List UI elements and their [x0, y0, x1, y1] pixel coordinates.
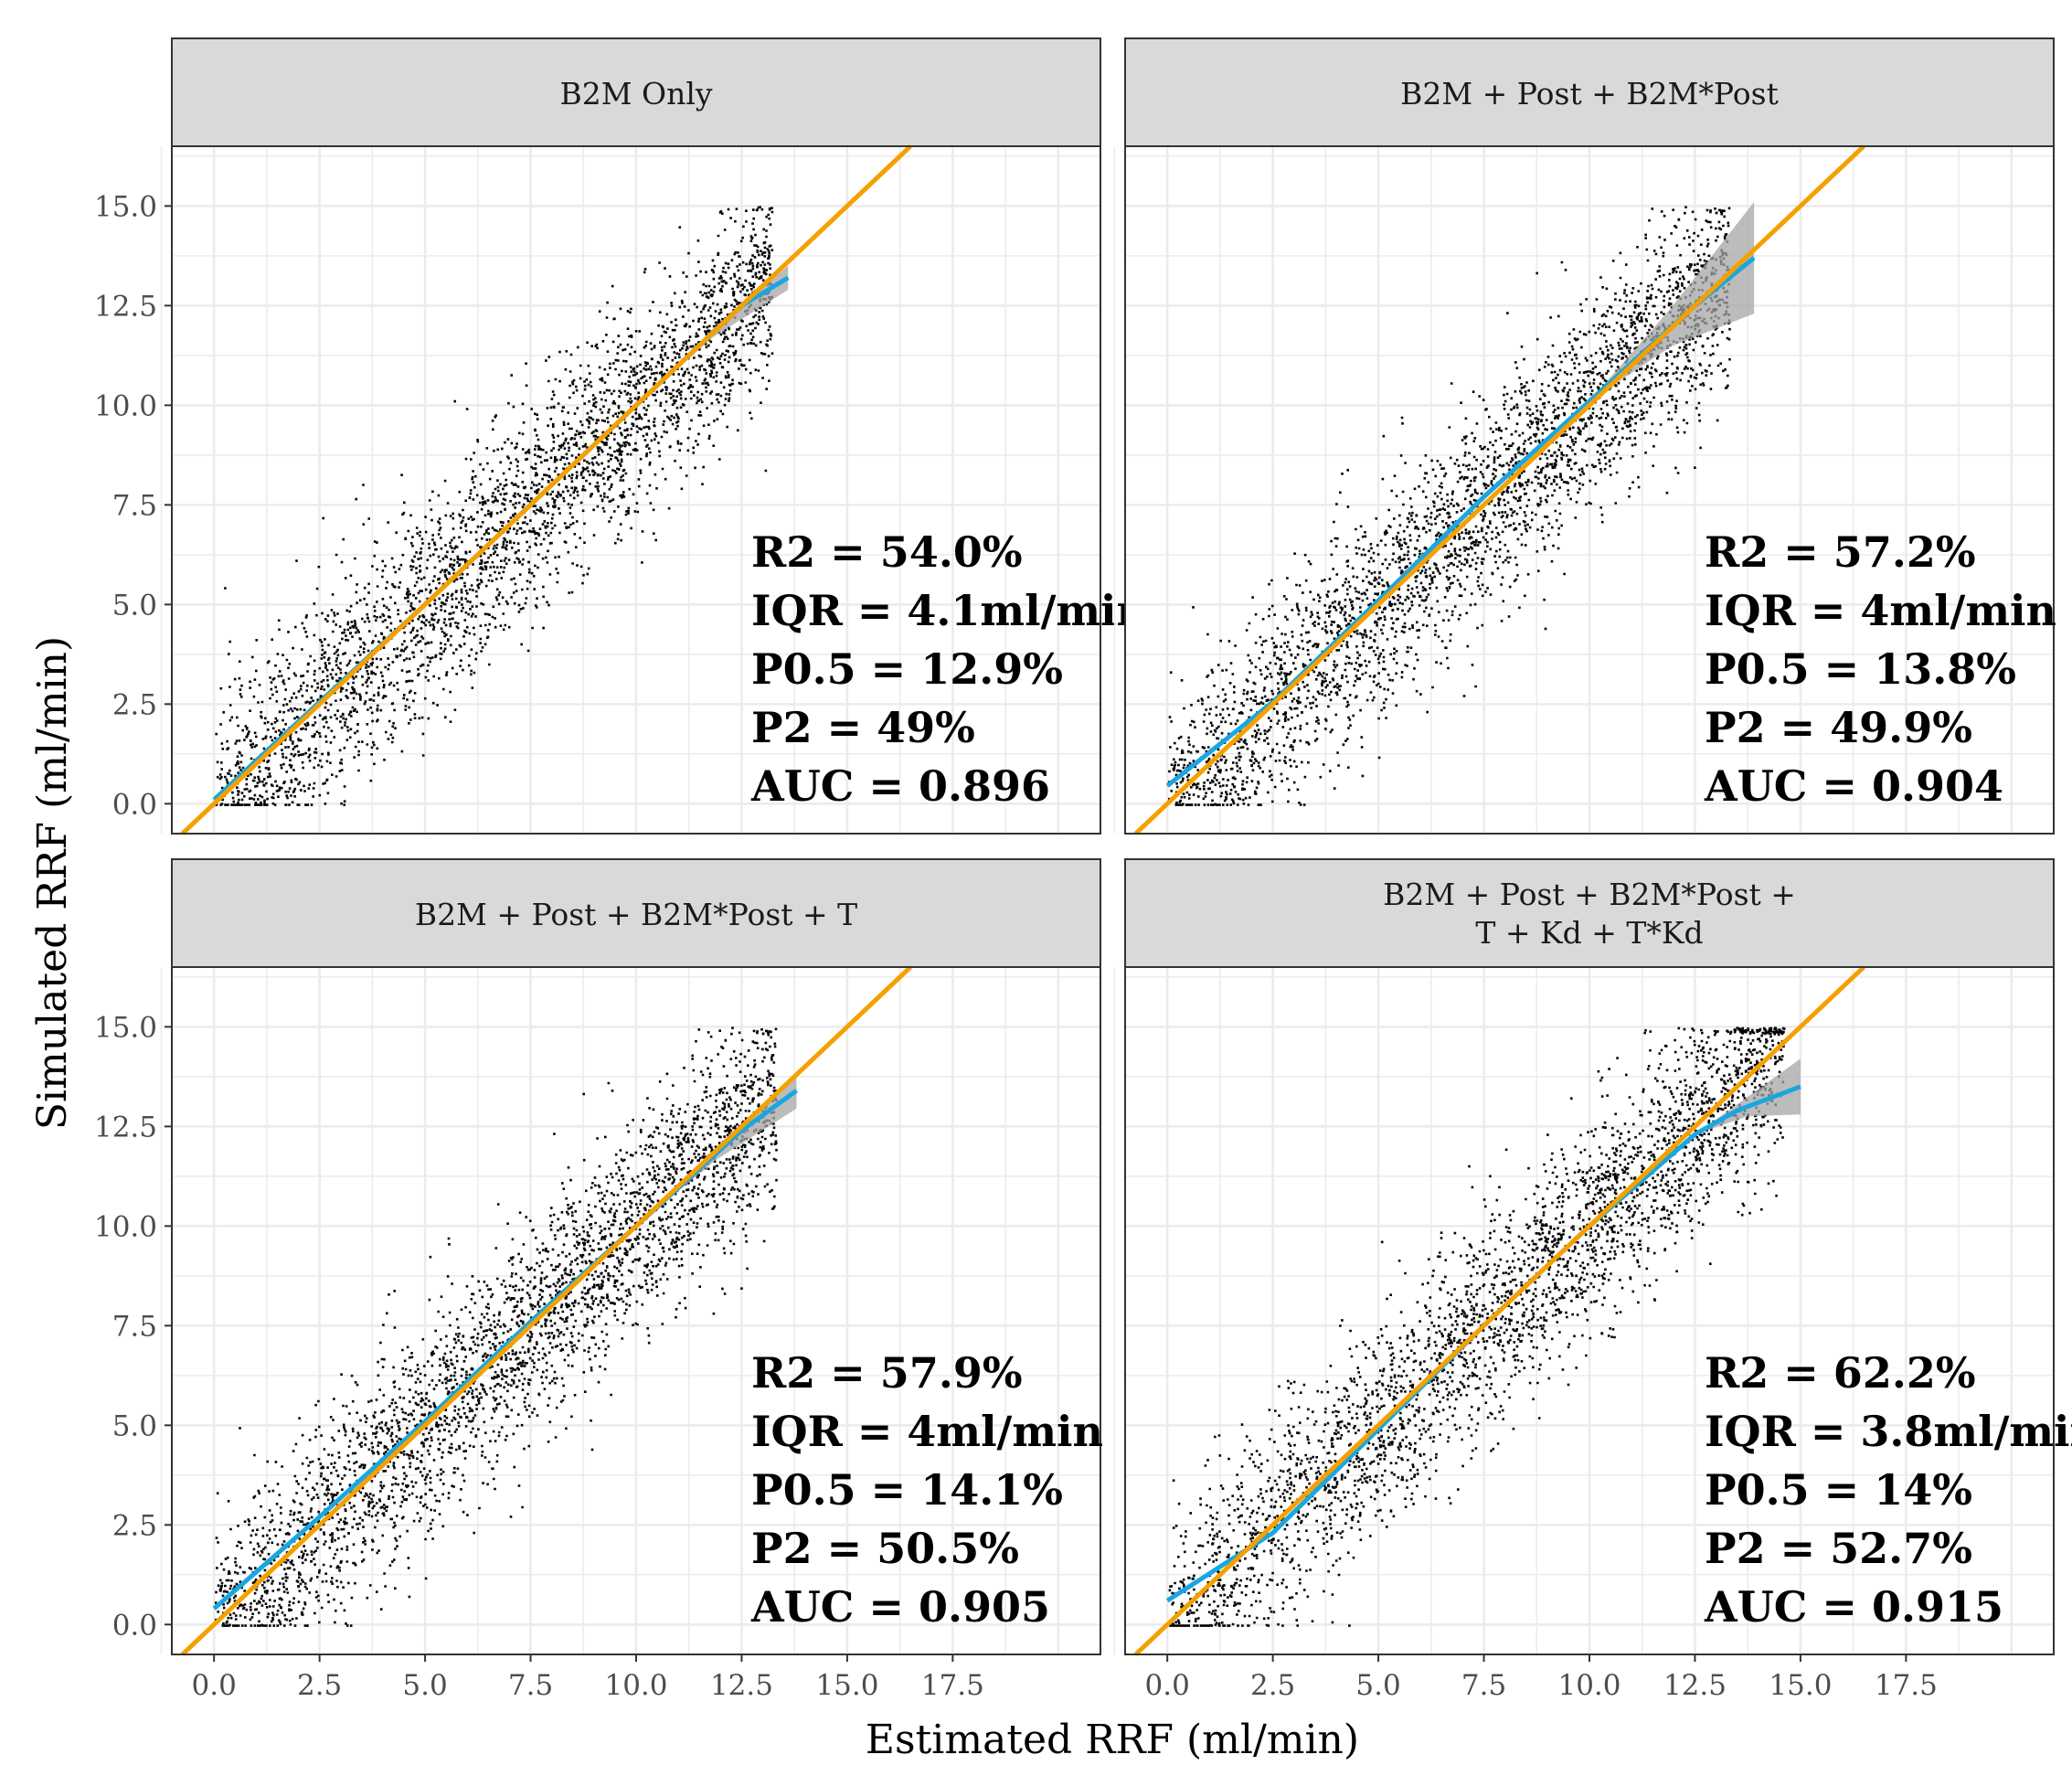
x-tick-label: 12.5 — [1663, 1669, 1727, 1702]
y-tick-label: 0.0 — [112, 788, 157, 821]
y-tick-label: 2.5 — [112, 1509, 157, 1542]
panel-b2m-post-t: B2M + Post + B2M*Post + T R2 = 57.9% IQR… — [160, 858, 1103, 1656]
y-tick-label: 7.5 — [112, 489, 157, 522]
panel-b2m-only: B2M Only R2 = 54.0% IQR = 4.1ml/min P0.5… — [160, 37, 1147, 835]
fit-statistics: R2 = 54.0% IQR = 4.1ml/min P0.5 = 12.9% … — [750, 527, 1147, 811]
x-tick-label: 0.0 — [1145, 1669, 1190, 1702]
y-tick-label: 5.0 — [112, 1409, 157, 1442]
stat-r2: R2 = 57.9% — [751, 1348, 1023, 1398]
stat-r2: R2 = 54.0% — [751, 527, 1023, 577]
scatter-point-cloud — [1167, 206, 1731, 806]
x-tick-label: 12.5 — [710, 1669, 773, 1702]
stat-auc: AUC = 0.896 — [750, 761, 1050, 811]
stat-p05: P0.5 = 14% — [1705, 1465, 1972, 1515]
x-axis-ticks-left: 0.0 2.5 5.0 7.5 10.0 12.5 15.0 17.5 — [192, 1654, 984, 1702]
panel-strip — [171, 858, 1101, 968]
y-tick-label: 2.5 — [112, 688, 157, 721]
stat-auc: AUC = 0.904 — [1704, 761, 2003, 811]
identity-line — [180, 144, 912, 835]
x-tick-label: 10.0 — [604, 1669, 667, 1702]
panel-border — [1124, 145, 2055, 835]
y-tick-label: 7.5 — [112, 1310, 157, 1343]
stat-p2: P2 = 50.5% — [751, 1524, 1019, 1573]
x-tick-label: 5.0 — [402, 1669, 447, 1702]
identity-line — [180, 965, 912, 1656]
y-tick-label: 10.0 — [94, 389, 157, 422]
stat-p05: P0.5 = 14.1% — [751, 1465, 1063, 1515]
stat-p2: P2 = 49% — [751, 703, 975, 752]
panel-title-line-2: T + Kd + T*Kd — [1475, 915, 1703, 951]
panel-title-line-1: B2M + Post + B2M*Post + T — [415, 897, 857, 932]
fit-statistics: R2 = 62.2% IQR = 3.8ml/min P0.5 = 14% P2… — [1704, 1348, 2072, 1632]
x-axis-ticks-right: 0.0 2.5 5.0 7.5 10.0 12.5 15.0 17.5 — [1145, 1654, 1938, 1702]
scatter-points — [1167, 206, 1731, 806]
stat-r2: R2 = 57.2% — [1705, 527, 1976, 577]
smooth-fit-line — [212, 1089, 798, 1611]
scatter-points — [214, 1026, 778, 1627]
y-axis-ticks-top: 0.0 2.5 5.0 7.5 10.0 12.5 15.0 — [94, 190, 172, 821]
scatter-points — [215, 206, 774, 806]
y-tick-label: 15.0 — [94, 1011, 157, 1044]
scatter-point-cloud — [1168, 1026, 1786, 1627]
stat-p2: P2 = 49.9% — [1705, 703, 1972, 752]
panel-b2m-post-t-kd: B2M + Post + B2M*Post + T + Kd + T*Kd R2… — [1113, 858, 2072, 1656]
confidence-band — [1589, 202, 1755, 402]
scatter-points — [1168, 1026, 1786, 1627]
stat-p2: P2 = 52.7% — [1705, 1524, 1972, 1573]
scatter-point-cloud — [215, 206, 774, 806]
x-tick-label: 17.5 — [921, 1669, 984, 1702]
x-tick-label: 0.0 — [192, 1669, 237, 1702]
stat-iqr: IQR = 4ml/min — [1705, 586, 2056, 635]
y-axis-title: Simulated RRF (ml/min) — [29, 636, 76, 1130]
scatter-point-cloud — [214, 1026, 778, 1627]
stat-auc: AUC = 0.905 — [750, 1582, 1050, 1632]
x-tick-label: 15.0 — [1769, 1669, 1832, 1702]
y-tick-label: 15.0 — [94, 190, 157, 223]
stat-iqr: IQR = 4.1ml/min — [751, 586, 1147, 635]
panel-strip — [1124, 858, 2055, 968]
fit-statistics: R2 = 57.2% IQR = 4ml/min P0.5 = 13.8% P2… — [1704, 527, 2056, 811]
x-axis-title: Estimated RRF (ml/min) — [866, 1717, 1359, 1763]
x-tick-label: 17.5 — [1875, 1669, 1938, 1702]
y-tick-label: 0.0 — [112, 1609, 157, 1642]
x-tick-label: 15.0 — [815, 1669, 878, 1702]
x-tick-label: 10.0 — [1557, 1669, 1620, 1702]
panel-border — [171, 145, 1101, 835]
stat-p05: P0.5 = 13.8% — [1705, 644, 2016, 694]
x-tick-label: 2.5 — [297, 1669, 342, 1702]
x-tick-label: 5.0 — [1355, 1669, 1400, 1702]
panel-title-line-1: B2M + Post + B2M*Post — [1400, 76, 1779, 112]
y-tick-label: 5.0 — [112, 589, 157, 622]
x-tick-label: 7.5 — [1461, 1669, 1506, 1702]
panel-b2m-post: B2M + Post + B2M*Post R2 = 57.2% IQR = 4… — [1113, 37, 2056, 835]
identity-line — [1133, 144, 1865, 835]
x-tick-label: 2.5 — [1250, 1669, 1295, 1702]
y-tick-label: 10.0 — [94, 1210, 157, 1243]
stat-iqr: IQR = 4ml/min — [751, 1407, 1103, 1456]
stat-auc: AUC = 0.915 — [1704, 1582, 2003, 1632]
panel-strip — [1124, 37, 2055, 147]
stat-iqr: IQR = 3.8ml/min — [1705, 1407, 2072, 1456]
stat-r2: R2 = 62.2% — [1705, 1348, 1976, 1398]
x-tick-label: 7.5 — [508, 1669, 553, 1702]
y-tick-label: 12.5 — [94, 290, 157, 323]
stat-p05: P0.5 = 12.9% — [751, 644, 1063, 694]
identity-line — [1133, 965, 1865, 1656]
panel-title-line-1: B2M Only — [559, 76, 712, 112]
y-tick-label: 12.5 — [94, 1111, 157, 1143]
panel-strip — [171, 37, 1101, 147]
panel-title-line-1: B2M + Post + B2M*Post + — [1383, 877, 1796, 912]
fit-statistics: R2 = 57.9% IQR = 4ml/min P0.5 = 14.1% P2… — [750, 1348, 1103, 1632]
y-axis-ticks-bottom: 0.0 2.5 5.0 7.5 10.0 12.5 15.0 — [94, 1011, 172, 1642]
